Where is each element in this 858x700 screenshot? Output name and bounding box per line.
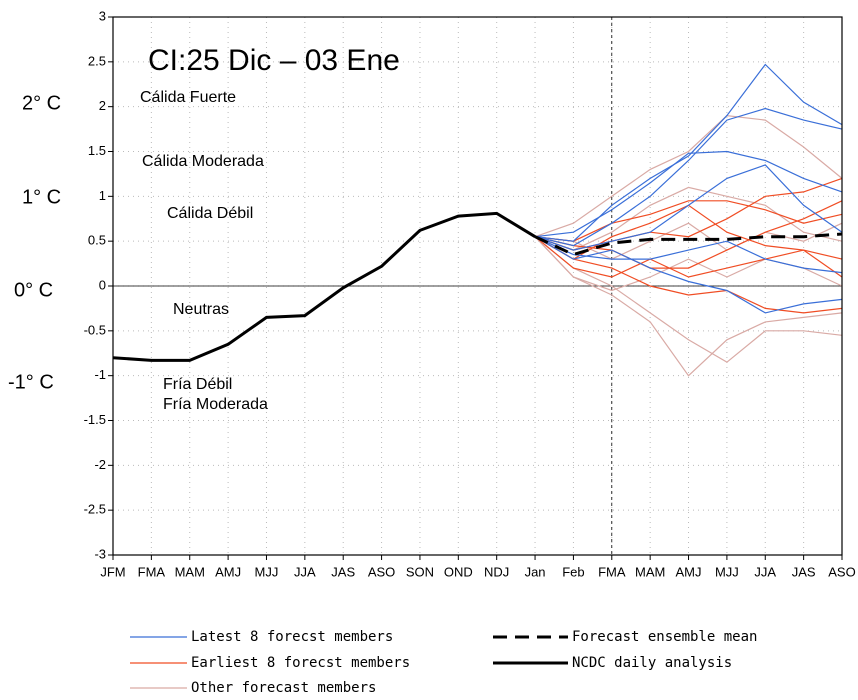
annotation: CI:25 Dic – 03 Ene xyxy=(148,44,400,77)
y-tick-label: -3 xyxy=(94,546,106,561)
x-tick-label: ASO xyxy=(368,564,395,579)
y-tick-label: -0.5 xyxy=(84,322,106,337)
x-tick-label: NDJ xyxy=(484,564,509,579)
legend-label: Earliest 8 forecst members xyxy=(191,655,410,671)
legend-label: Other forecast members xyxy=(191,680,376,696)
member-line xyxy=(535,63,843,242)
x-tick-label: MJJ xyxy=(715,564,739,579)
x-tick-label: AMJ xyxy=(215,564,241,579)
annotation: Cálida Fuerte xyxy=(140,89,236,106)
x-tick-label: FMA xyxy=(598,564,626,579)
y-tick-label: 0.5 xyxy=(88,233,106,248)
y-tick-label: 1 xyxy=(99,188,106,203)
member-line xyxy=(534,236,843,314)
x-tick-label: MAM xyxy=(635,564,665,579)
annotation: -1° C xyxy=(8,371,54,393)
legend-label: Latest 8 forecst members xyxy=(191,629,393,645)
annotation: Cálida Débil xyxy=(167,205,253,222)
x-tick-label: Feb xyxy=(562,564,584,579)
x-tick-label: JAS xyxy=(792,564,816,579)
member-line xyxy=(534,107,843,247)
annotation: Fría Débil xyxy=(163,376,232,393)
series-line xyxy=(112,211,536,362)
x-tick-label: Jan xyxy=(525,564,546,579)
member-line xyxy=(534,236,843,377)
x-tick-label: JFM xyxy=(100,564,125,579)
member-line xyxy=(534,236,843,278)
y-tick-label: 0 xyxy=(99,277,106,292)
member-line xyxy=(534,114,843,238)
annotation: 2° C xyxy=(22,92,61,114)
member-line xyxy=(534,164,843,251)
x-tick-label: JJA xyxy=(294,564,316,579)
y-tick-label: -2 xyxy=(94,457,106,472)
annotation: Fría Moderada xyxy=(163,396,268,413)
series-line xyxy=(534,232,843,257)
legend-label: NCDC daily analysis xyxy=(572,655,732,671)
y-tick-label: -2.5 xyxy=(84,502,106,517)
x-tick-label: SON xyxy=(406,564,434,579)
x-tick-label: JJA xyxy=(754,564,776,579)
x-tick-label: FMA xyxy=(138,564,166,579)
y-tick-label: 2.5 xyxy=(88,53,106,68)
member-line xyxy=(534,236,843,274)
annotation: Cálida Moderada xyxy=(142,153,264,170)
x-tick-label: OND xyxy=(444,564,473,579)
member-line xyxy=(534,236,843,363)
x-tick-label: JAS xyxy=(331,564,355,579)
x-tick-label: MAM xyxy=(175,564,205,579)
y-tick-label: 2 xyxy=(99,98,106,113)
member-line xyxy=(535,200,843,242)
x-tick-label: ASO xyxy=(828,564,855,579)
y-tick-label: -1 xyxy=(94,367,106,382)
y-tick-label: -1.5 xyxy=(84,412,106,427)
annotation: 1° C xyxy=(22,186,61,208)
member-line xyxy=(535,150,843,238)
x-tick-label: AMJ xyxy=(676,564,702,579)
x-tick-label: MJJ xyxy=(255,564,279,579)
legend-label: Forecast ensemble mean xyxy=(572,629,757,645)
annotation: Neutras xyxy=(173,301,229,318)
plot-frame xyxy=(112,16,843,556)
y-tick-label: 1.5 xyxy=(88,143,106,158)
y-tick-label: 3 xyxy=(99,8,106,23)
annotation: 0° C xyxy=(14,279,53,301)
